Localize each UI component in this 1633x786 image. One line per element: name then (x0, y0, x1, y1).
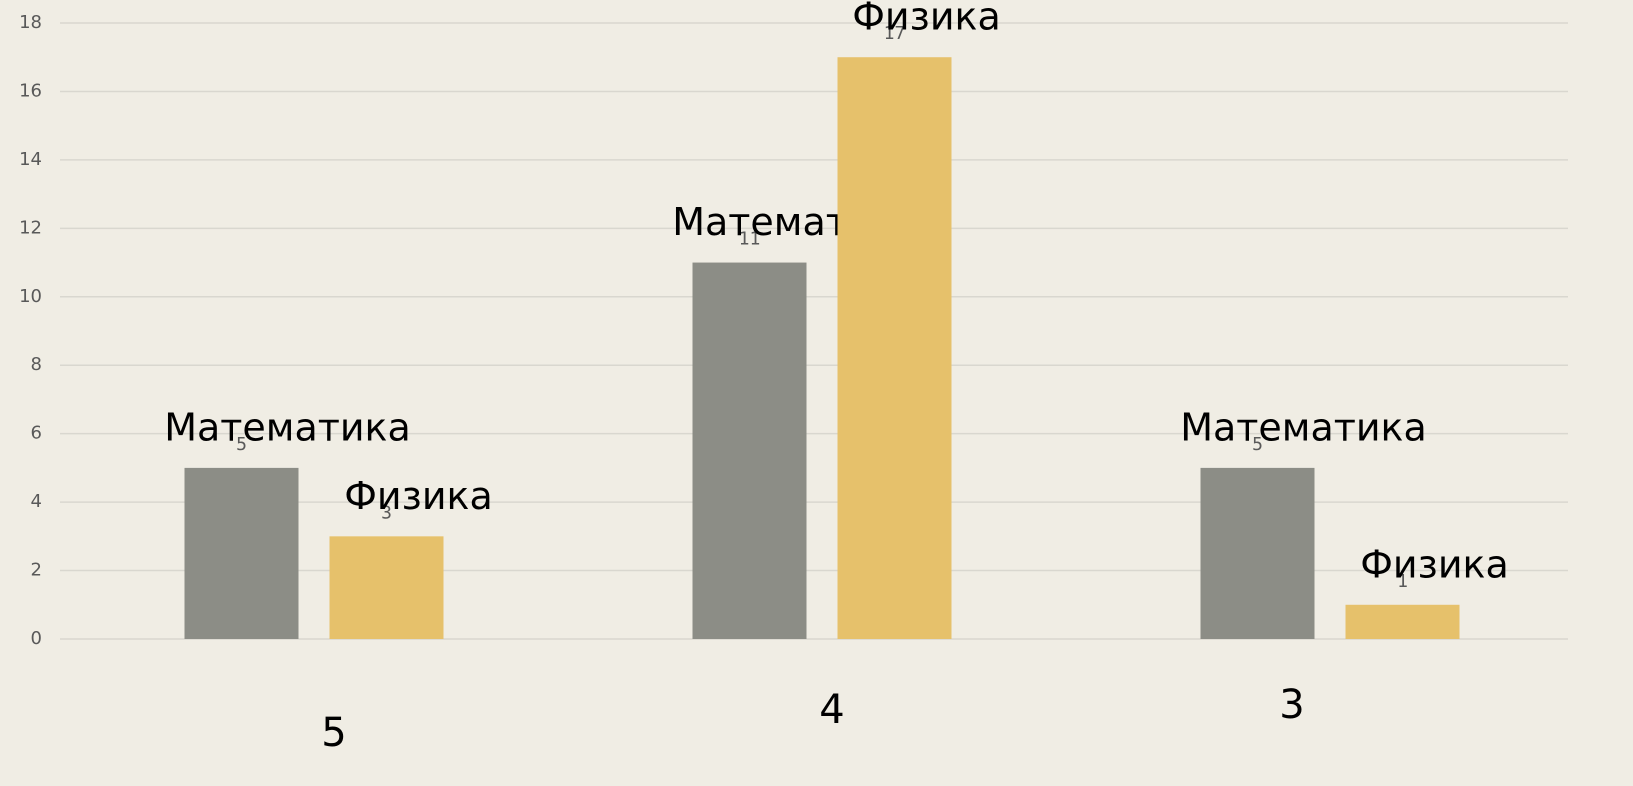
data-label: 11 (739, 229, 761, 250)
y-tick-label: 6 (31, 423, 42, 444)
data-label: 5 (1252, 434, 1263, 455)
x-tick-label: 5 (321, 710, 346, 756)
series-label: Математика (164, 405, 411, 449)
y-tick-label: 12 (19, 217, 42, 238)
series-label: Физика (852, 0, 1001, 39)
bar (1345, 604, 1460, 639)
y-tick-label: 8 (31, 354, 42, 375)
series-label: Физика (1360, 542, 1509, 586)
y-tick-label: 14 (19, 149, 42, 170)
bar (1200, 467, 1315, 639)
bar (692, 262, 807, 639)
data-label: 17 (884, 23, 906, 44)
y-tick-label: 10 (19, 286, 42, 307)
y-tick-label: 18 (19, 12, 42, 33)
y-tick-label: 2 (31, 560, 42, 581)
bar (329, 536, 444, 639)
data-label: 3 (381, 502, 392, 523)
y-tick-label: 0 (31, 628, 42, 649)
series-label: Математика (1180, 405, 1427, 449)
y-tick-label: 4 (31, 491, 42, 512)
series-label: Физика (344, 474, 493, 518)
x-tick-label: 3 (1279, 682, 1304, 728)
y-tick-label: 16 (19, 80, 42, 101)
data-label: 5 (236, 434, 247, 455)
bar (184, 467, 299, 639)
x-tick-label: 4 (819, 687, 844, 733)
bar (837, 57, 952, 639)
data-label: 1 (1397, 571, 1408, 592)
